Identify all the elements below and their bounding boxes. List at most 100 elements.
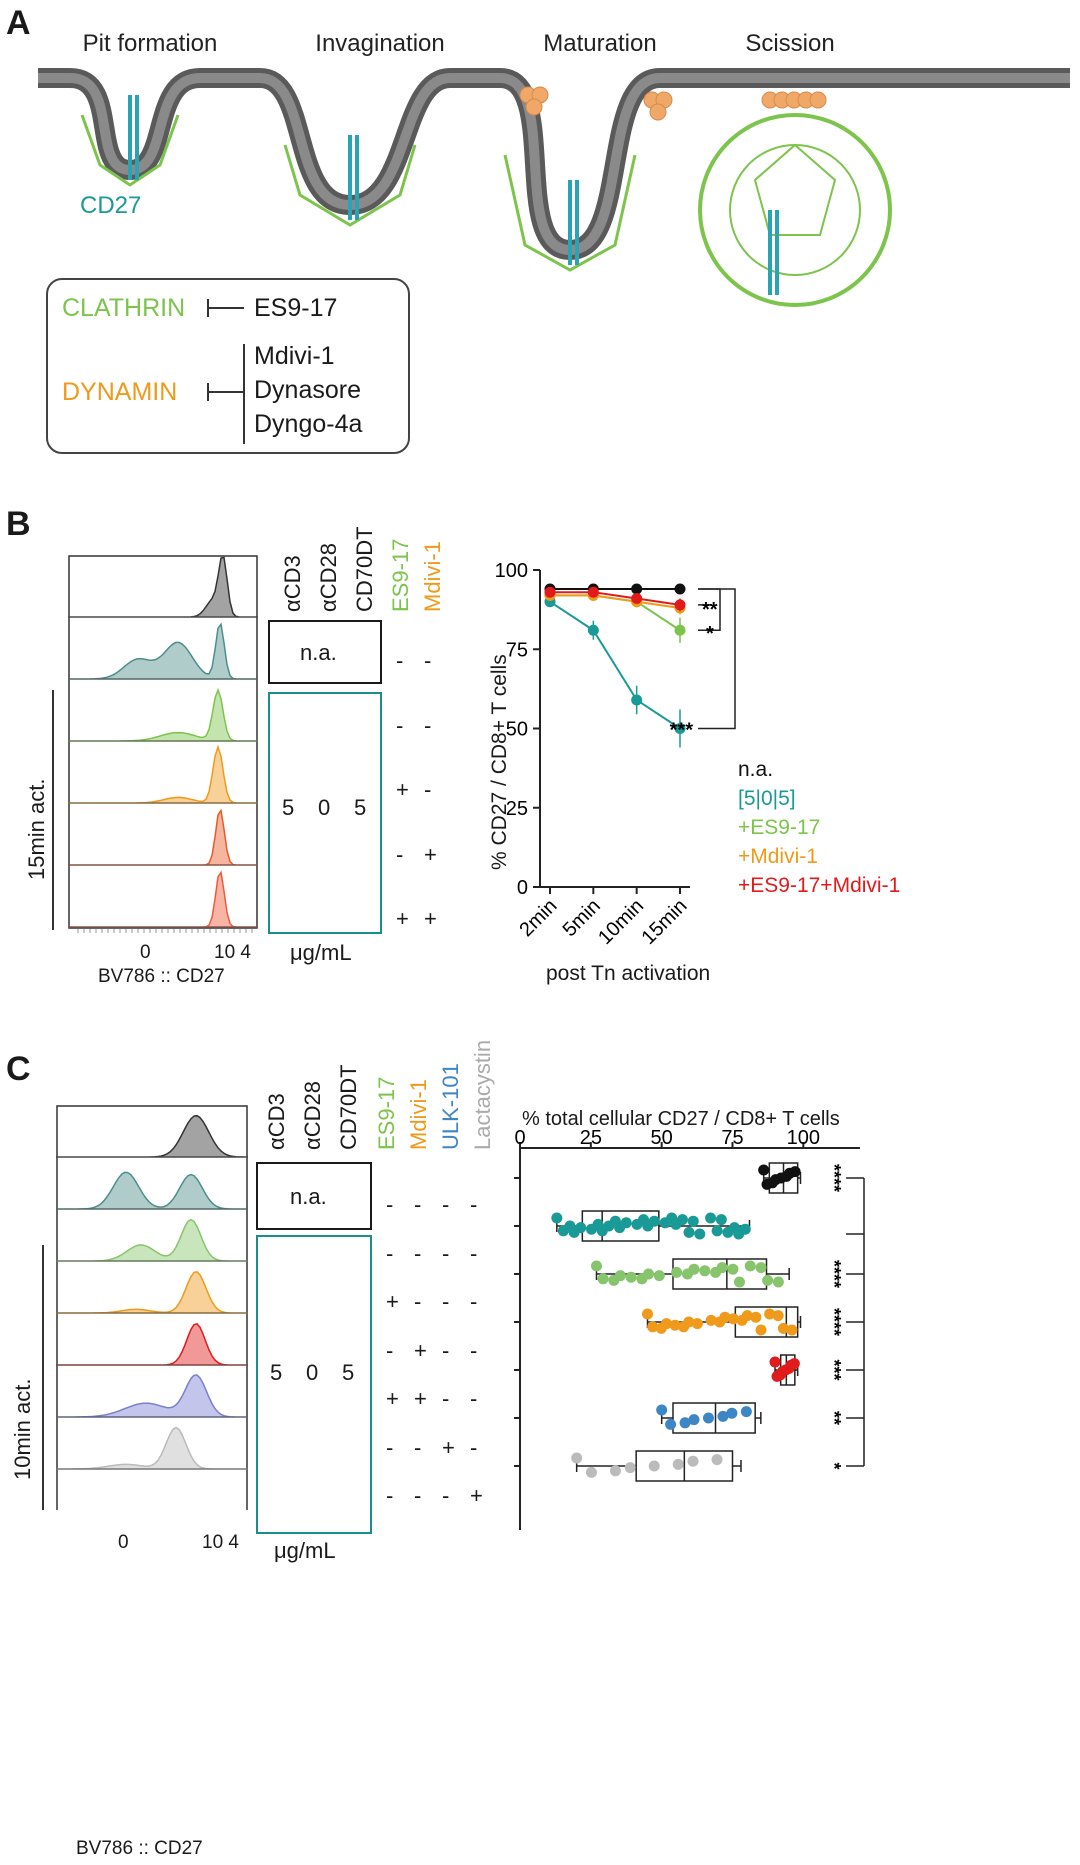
y-tick-label: 0 [517,877,528,899]
b-sign-3-1: + [424,841,437,867]
dynamin-inhibit-bar [207,383,209,401]
conc-c-2: 5 [342,1360,355,1385]
y-tick-label: 75 [506,639,528,661]
c-sign-3-2: - [442,1337,450,1363]
hist-curve-3 [56,1270,248,1314]
dot-6 [609,1465,621,1477]
col-c-es9: ES9-17 [374,1076,399,1150]
line-b-xlabel: post Tn activation [546,962,711,985]
col-c-acd3: αCD3 [264,1093,289,1150]
col-c-acd28: αCD28 [300,1081,325,1150]
dot-6 [687,1455,699,1467]
y-tick-label: 100 [495,560,528,582]
c-sign-4-0: + [386,1386,399,1411]
dot-2 [614,1270,626,1282]
x-tick-label: 75 [721,1130,743,1149]
c-sign-2-0: + [386,1289,399,1314]
dot-1 [648,1215,660,1227]
hist-b-tick-1: 10 4 [214,942,251,963]
histogram-stack-b [68,555,258,933]
dot-1 [705,1212,717,1224]
conc-b-1: 0 [318,795,331,820]
dot-3 [642,1308,653,1320]
c-sign-6-3: + [470,1483,483,1508]
dot-2 [762,1274,774,1286]
c-sign-3-0: - [386,1337,394,1363]
hist-curve-3 [68,744,258,804]
dot-2 [733,1276,745,1288]
dot-2 [671,1266,683,1278]
conc-b-0: 5 [282,795,295,820]
na-c-label: n.a. [290,1184,327,1209]
c-sign-5-1: - [414,1434,422,1460]
hist-b-side-label: 15min act. [24,778,49,881]
dot-2 [653,1270,665,1282]
data-point [587,586,599,598]
dot-2 [755,1262,767,1274]
dot-1 [687,1215,699,1227]
dot-3 [719,1311,731,1323]
dot-6 [672,1458,684,1470]
dot-5 [688,1414,700,1426]
c-sign-3-3: - [470,1337,478,1363]
units-c: μg/mL [274,1538,336,1563]
col-b-cd70: CD70DT [352,526,377,612]
dot-2 [643,1268,655,1280]
dot-1 [609,1215,621,1227]
c-sign-6-0: - [386,1483,394,1508]
col-b-acd3: αCD3 [280,555,305,612]
dot-3 [691,1318,703,1330]
membrane-inner [38,73,1070,256]
dot-1 [715,1214,727,1226]
legend-na: n.a. [738,758,774,781]
dot-5 [665,1418,677,1430]
sig-label-2: *** [670,720,694,742]
dot-0 [784,1167,796,1179]
dynamin-rings [519,86,827,121]
treat-box-b [268,692,382,934]
x-tick-label: 0 [514,1130,525,1149]
hist-b-side-bar [52,690,54,930]
dot-1 [638,1214,650,1226]
dot-1 [739,1223,751,1235]
series-line-4 [550,591,681,606]
dot-1 [592,1218,604,1230]
sig-bracket-es9 [698,588,721,631]
c-sign-5-3: - [470,1434,478,1460]
hist-b-tick-0: 0 [140,942,151,963]
box-c-title: % total cellular CD27 / CD8+ T cells [522,1108,840,1130]
data-point [674,723,686,734]
data-point [631,593,643,605]
data-point [674,624,686,636]
stage-invagination: Invagination [315,30,445,57]
col-b-es9: ES9-17 [388,538,413,612]
dot-3 [750,1311,762,1323]
sig-label-2: **** [824,1308,844,1336]
c-sign-0-2: - [442,1192,450,1217]
clathrin-vesicle-inner [729,144,861,276]
dot-4 [769,1356,781,1368]
dot-5 [740,1406,752,1418]
hist-c-xlabel: BV786 :: CD27 [76,1838,203,1859]
c-sign-5-0: - [386,1434,394,1460]
dot-3 [786,1324,798,1336]
dot-1 [575,1222,587,1234]
b-sign-0-1: - [424,648,432,673]
na-box-b [268,620,382,684]
dot-5 [717,1410,729,1422]
c-sign-1-3: - [470,1240,478,1266]
dot-1 [676,1214,688,1226]
dot-5 [656,1404,668,1416]
dot-5 [726,1407,738,1419]
hist-curve-1 [68,622,258,680]
c-sign-0-0: - [386,1192,394,1217]
conc-c-1: 0 [306,1360,319,1385]
c-sign-6-2: - [442,1483,450,1508]
hist-curve-0 [56,1114,248,1158]
legend-es9: +ES9-17 [738,816,821,839]
dot-2 [772,1276,784,1288]
dot-3 [764,1308,776,1320]
hist-c-tick-1: 10 4 [202,1532,239,1553]
c-sign-1-2: - [442,1240,450,1266]
dot-5 [679,1417,691,1429]
